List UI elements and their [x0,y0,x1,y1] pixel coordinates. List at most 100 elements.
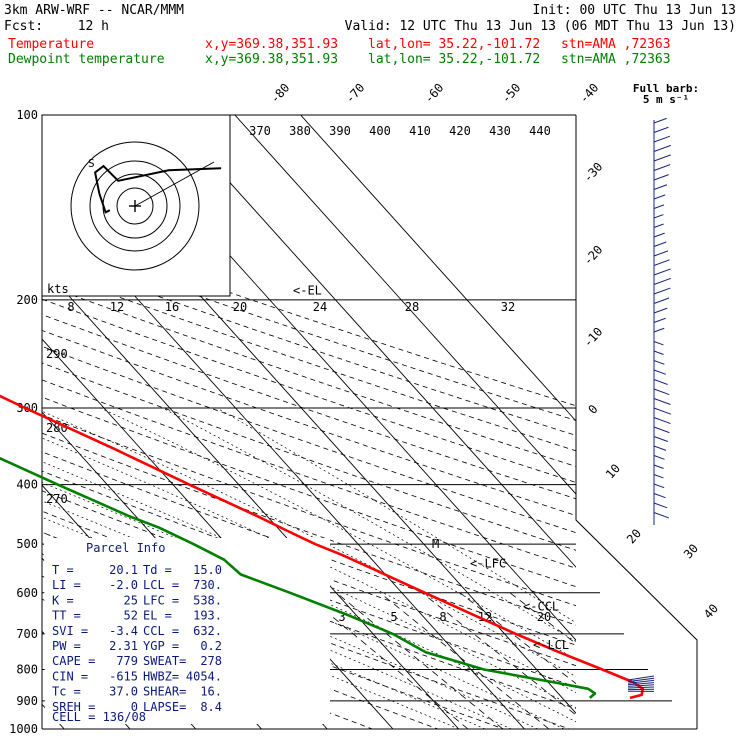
wind-barb [653,493,666,499]
temperature-legend: Temperature [8,37,94,52]
hodograph-storm-mark: S [88,157,95,170]
wind-barb [653,194,666,200]
hodograph-ring-label: 12 [110,300,124,314]
isotherm-label: -30 [581,160,606,185]
parcel-info-cell: LI = [52,578,81,592]
wind-barb [653,184,668,190]
hodograph-ring-label: 20 [233,300,247,314]
wind-barb [653,464,664,469]
dry-adiabat [42,553,505,729]
parcel-info-cell: 538. [193,593,222,607]
parcel-info-cell: Td = [143,563,172,577]
init-time: Init: 00 UTC Thu 13 Jun 13 [533,3,737,18]
wind-barb [653,360,665,365]
mixing-ratio-line [459,592,576,685]
hodograph-ring-label: 32 [501,300,515,314]
parcel-info-cell: 730. [193,578,222,592]
wind-barb [653,174,669,181]
wind-barb [653,307,668,314]
wind-barb [653,277,672,285]
forecast-label: Fcst: [4,19,43,34]
wind-barb [653,483,665,489]
mixing-ratio-label: 5 [390,610,397,624]
wind-barb [653,369,667,375]
hodograph-inset: kts S [41,114,231,297]
parcel-info-cell: -3.4 [109,624,138,638]
theta-label: 370 [249,124,271,138]
theta-label: 420 [449,124,471,138]
dry-adiabat [42,254,576,436]
hodograph-ring [116,187,154,225]
pressure-tick-label: 700 [16,627,38,641]
wind-barb [627,682,655,686]
parcel-info-cell: 20.1 [109,563,138,577]
wind-barb [653,214,664,219]
hodograph-ring-label: 24 [313,300,327,314]
theta-label: 290 [46,347,68,361]
isotherm-label: -60 [422,81,447,106]
moist-adiabat [42,482,576,723]
dewpoint-station: stn=AMA ,72363 [561,52,671,67]
parcel-info-cell: 25 [124,593,138,607]
parcel-info-cell: HWBZ= [143,669,179,683]
isotherm-label: -50 [499,81,524,106]
parcel-info-cell: LCL = [143,578,179,592]
isotherm-label: -10 [581,325,606,350]
pressure-tick-label: 500 [16,537,38,551]
wind-barb [653,250,669,257]
theta-label: 270 [46,492,68,506]
wind-barb [653,341,664,346]
parcel-info-cell: 52 [124,609,138,623]
isotherm-label: -20 [581,243,606,268]
wind-barb [653,474,664,479]
wind-barb [653,502,668,509]
mixing-ratio-line [379,592,550,729]
moist-adiabat [42,437,576,694]
wind-barb [653,154,672,162]
wind-barb [653,259,670,266]
isotherm-label: 10 [603,461,623,481]
wind-barb [653,436,668,442]
parcel-info-cell: SHEAR= [143,685,186,699]
level-marker: <-LFC [470,557,506,571]
level-marker: M [432,537,439,551]
wind-barb [653,241,667,247]
temperature-station: stn=AMA ,72363 [561,37,671,52]
temperature-latlon: lat,lon= 35.22,-101.72 [368,37,540,52]
pressure-tick-label: 100 [16,108,38,122]
theta-label: 380 [289,124,311,138]
wind-barb [653,117,667,124]
parcel-info-title: Parcel Info [86,541,165,555]
hodograph-ring [70,141,200,271]
parcel-info-cell: 4054. [186,669,222,683]
parcel-info-cell: 37.0 [109,685,138,699]
parcel-info-cell: LFC = [143,593,179,607]
parcel-info-cell: 8.4 [200,700,222,714]
level-marker: <-EL [293,283,322,297]
hodograph-trace [93,164,222,214]
wind-barb [653,204,665,209]
parcel-info-cell: 193. [193,609,222,623]
parcel-info-cell: YGP = [143,639,179,653]
wind-barb [653,379,668,385]
moist-adiabat [162,407,576,642]
dry-adiabat [42,283,576,467]
hodograph-ring-label: 16 [165,300,179,314]
mixing-ratio-label: 8 [439,610,446,624]
wind-barb-column [627,117,672,692]
wind-barb [627,677,655,683]
hodograph-ring-label: 28 [405,300,419,314]
wind-barb [653,164,671,171]
wind-barb [653,426,670,434]
theta-label: 400 [369,124,391,138]
wind-barb [653,268,671,276]
pressure-tick-label: 400 [16,478,38,492]
dry-adiabat [42,329,576,516]
isotherm-line [168,115,576,568]
plot-right-edge [575,115,698,729]
parcel-info-cell: 779 [116,654,138,668]
hodograph-arm [134,161,215,207]
wind-barb [627,675,655,681]
dewpoint-latlon: lat,lon= 35.22,-101.72 [368,52,540,67]
isotherm-line [300,115,576,422]
